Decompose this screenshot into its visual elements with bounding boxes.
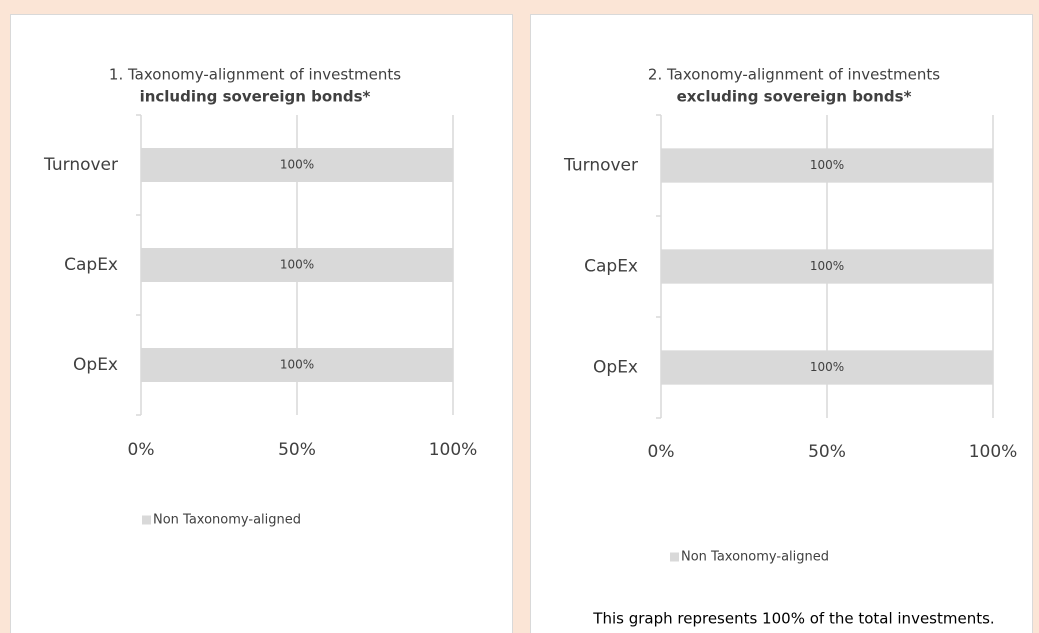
- x-tick-label: 50%: [278, 440, 316, 460]
- chart-subtitle: excluding sovereign bonds*: [677, 88, 912, 106]
- category-label: CapEx: [64, 255, 118, 275]
- value-label: 100%: [280, 358, 314, 372]
- chart-subtitle: including sovereign bonds*: [140, 88, 371, 106]
- legend-label: Non Taxonomy-aligned: [681, 550, 829, 565]
- chart-title: 2. Taxonomy-alignment of investments: [648, 66, 940, 84]
- bar: [661, 148, 993, 183]
- value-label: 100%: [280, 158, 314, 172]
- note: This graph represents 100% of the total …: [592, 610, 994, 628]
- value-label: 100%: [280, 258, 314, 272]
- x-tick-label: 100%: [429, 440, 478, 460]
- legend-swatch: [670, 552, 679, 562]
- x-tick-label: 100%: [969, 442, 1018, 462]
- chart-title: 1. Taxonomy-alignment of investments: [109, 66, 401, 84]
- x-tick-label: 0%: [128, 440, 155, 460]
- category-label: CapEx: [584, 257, 638, 277]
- value-label: 100%: [810, 158, 844, 172]
- value-label: 100%: [810, 259, 844, 273]
- legend-label: Non Taxonomy-aligned: [153, 513, 301, 528]
- legend-swatch: [142, 515, 151, 525]
- category-label: OpEx: [593, 358, 638, 378]
- value-label: 100%: [810, 360, 844, 374]
- bar: [141, 248, 453, 282]
- bar: [141, 348, 453, 382]
- x-tick-label: 0%: [648, 442, 675, 462]
- panel: [10, 14, 513, 633]
- panel: [530, 14, 1033, 633]
- category-label: Turnover: [563, 156, 638, 176]
- bar: [661, 350, 993, 385]
- x-tick-label: 50%: [808, 442, 846, 462]
- category-label: Turnover: [43, 155, 118, 175]
- category-label: OpEx: [73, 355, 118, 375]
- bar: [141, 148, 453, 182]
- bar: [661, 249, 993, 284]
